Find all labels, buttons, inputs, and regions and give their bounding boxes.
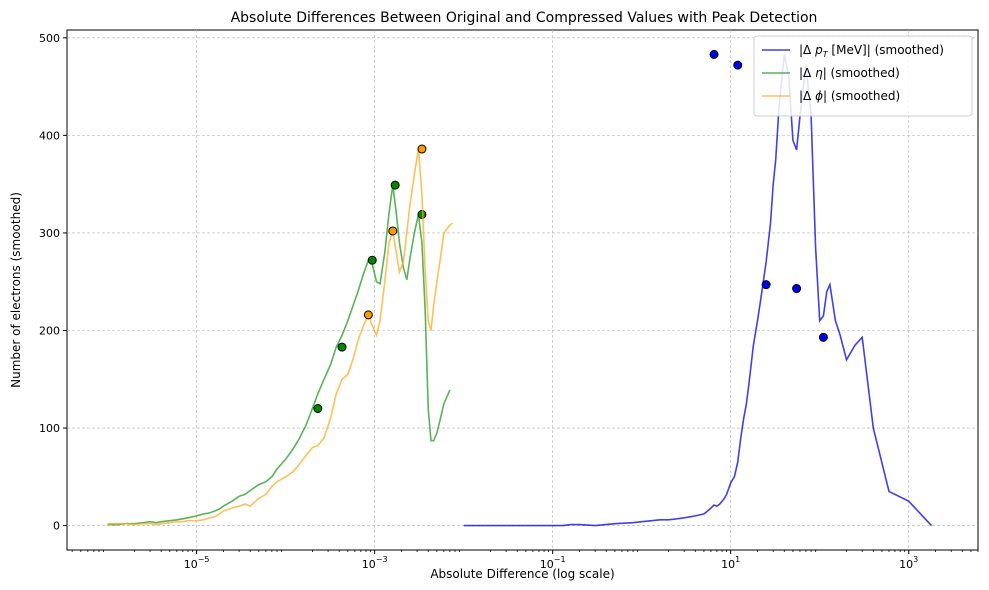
legend: |Δ pT [MeV]| (smoothed) |Δ η| (smoothed) |… [753, 35, 973, 117]
peak-marker [313, 404, 323, 414]
x-tick-label: 101 [721, 555, 740, 571]
peak-marker [818, 332, 828, 342]
legend-label: |Δ ϕ| (smoothed) [799, 89, 900, 103]
peak-marker [367, 255, 377, 265]
legend-label: |Δ pT [MeV]| (smoothed) [799, 43, 944, 59]
peak-marker [792, 284, 802, 294]
series-layer [107, 49, 933, 527]
series-line [107, 184, 451, 526]
series-line [107, 148, 453, 526]
x-tick-label: 10−5 [184, 555, 210, 571]
peak-marker [388, 226, 398, 236]
y-tick-label: 400 [39, 129, 60, 142]
plot-frame [66, 29, 979, 551]
x-axis-label: Absolute Difference (log scale) [430, 567, 614, 581]
x-tick-label: 10−3 [362, 555, 388, 571]
peak-marker [417, 144, 427, 154]
y-tick-label: 300 [39, 227, 60, 240]
series-1 [107, 180, 451, 526]
y-tick-label: 200 [39, 324, 60, 337]
peak-marker [337, 342, 347, 352]
x-axis-ticks: 10−5 10−3 10−1 101 103 [71, 550, 979, 571]
x-tick-label: 103 [899, 555, 918, 571]
y-tick-label: 100 [39, 422, 60, 435]
peak-marker [761, 280, 771, 290]
y-axis-ticks: 0 100 200 300 400 500 [39, 32, 67, 533]
peak-marker [363, 310, 373, 320]
chart-title: Absolute Differences Between Original an… [231, 10, 818, 26]
series-line [463, 54, 933, 527]
peak-marker [709, 49, 719, 59]
y-tick-label: 0 [53, 520, 60, 533]
x-tick-label: 10−1 [540, 555, 566, 571]
series-0 [463, 49, 933, 527]
peak-marker [733, 60, 743, 70]
legend-label: |Δ η| (smoothed) [799, 66, 900, 80]
series-2 [107, 144, 453, 526]
y-tick-label: 500 [39, 32, 60, 45]
legend-box [753, 35, 973, 117]
peak-marker [390, 180, 400, 190]
y-axis-label: Number of electrons (smoothed) [9, 192, 23, 388]
